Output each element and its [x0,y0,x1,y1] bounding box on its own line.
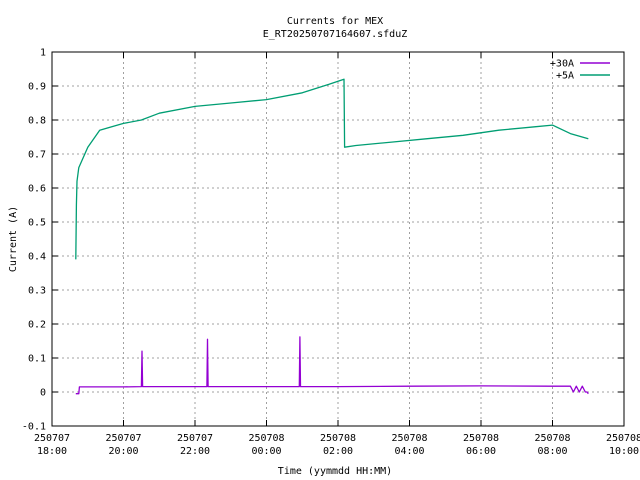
x-axis-label: Time (yymmdd HH:MM) [278,466,392,477]
y-axis-label: Current (A) [8,206,19,272]
x-tick-label-date: 250707 [34,433,70,444]
x-tick-label-date: 250708 [606,433,640,444]
x-tick-label-date: 250708 [248,433,284,444]
y-tick-label: 0 [40,388,46,399]
x-axis-ticks: 250707 18:00 250707 20:00 250707 22:00 250708 0… [34,52,640,457]
legend-label: +30A [550,59,574,70]
legend: +30A+5A [550,59,610,82]
x-tick-label-time: 10:00 [609,446,639,457]
x-tick-label-time: 02:00 [323,446,353,457]
x-tick-label-time: 04:00 [394,446,424,457]
y-tick-label: 0.3 [28,286,46,297]
series-line-1 [75,336,589,395]
y-tick-label: 0.1 [28,354,46,365]
y-tick-label: 0.8 [28,116,46,127]
x-tick-label-time: 00:00 [251,446,281,457]
x-tick-label-date: 250707 [177,433,213,444]
y-tick-label: 0.5 [28,218,46,229]
x-tick-label-date: 250708 [463,433,499,444]
x-tick-label-time: 20:00 [108,446,138,457]
y-tick-label: -0.1 [22,422,46,433]
legend-label: +5A [556,71,574,82]
x-tick-label-time: 08:00 [537,446,567,457]
x-tick-label-time: 22:00 [180,446,210,457]
series-line-2 [75,78,589,260]
x-tick-label-date: 250708 [320,433,356,444]
series-layer [75,78,589,395]
y-tick-label: 0.4 [28,252,46,263]
x-tick-label-date: 250707 [105,433,141,444]
y-tick-label: 0.2 [28,320,46,331]
y-tick-label: 0.7 [28,150,46,161]
chart-subtitle: E_RT20250707164607.sfduZ [263,29,408,40]
chart-title: Currents for MEX [287,16,383,27]
x-tick-label-date: 250708 [391,433,427,444]
x-tick-label-time: 06:00 [466,446,496,457]
x-tick-label-time: 18:00 [37,446,67,457]
y-tick-label: 0.6 [28,184,46,195]
x-tick-label-date: 250708 [534,433,570,444]
y-tick-label: 0.9 [28,82,46,93]
y-axis-ticks: -0.1 0 0.1 0.2 0.3 0.4 0.5 0.6 0.7 0.8 0.9 1 [22,48,624,433]
plot-frame [51,51,625,427]
y-tick-label: 1 [40,48,46,59]
